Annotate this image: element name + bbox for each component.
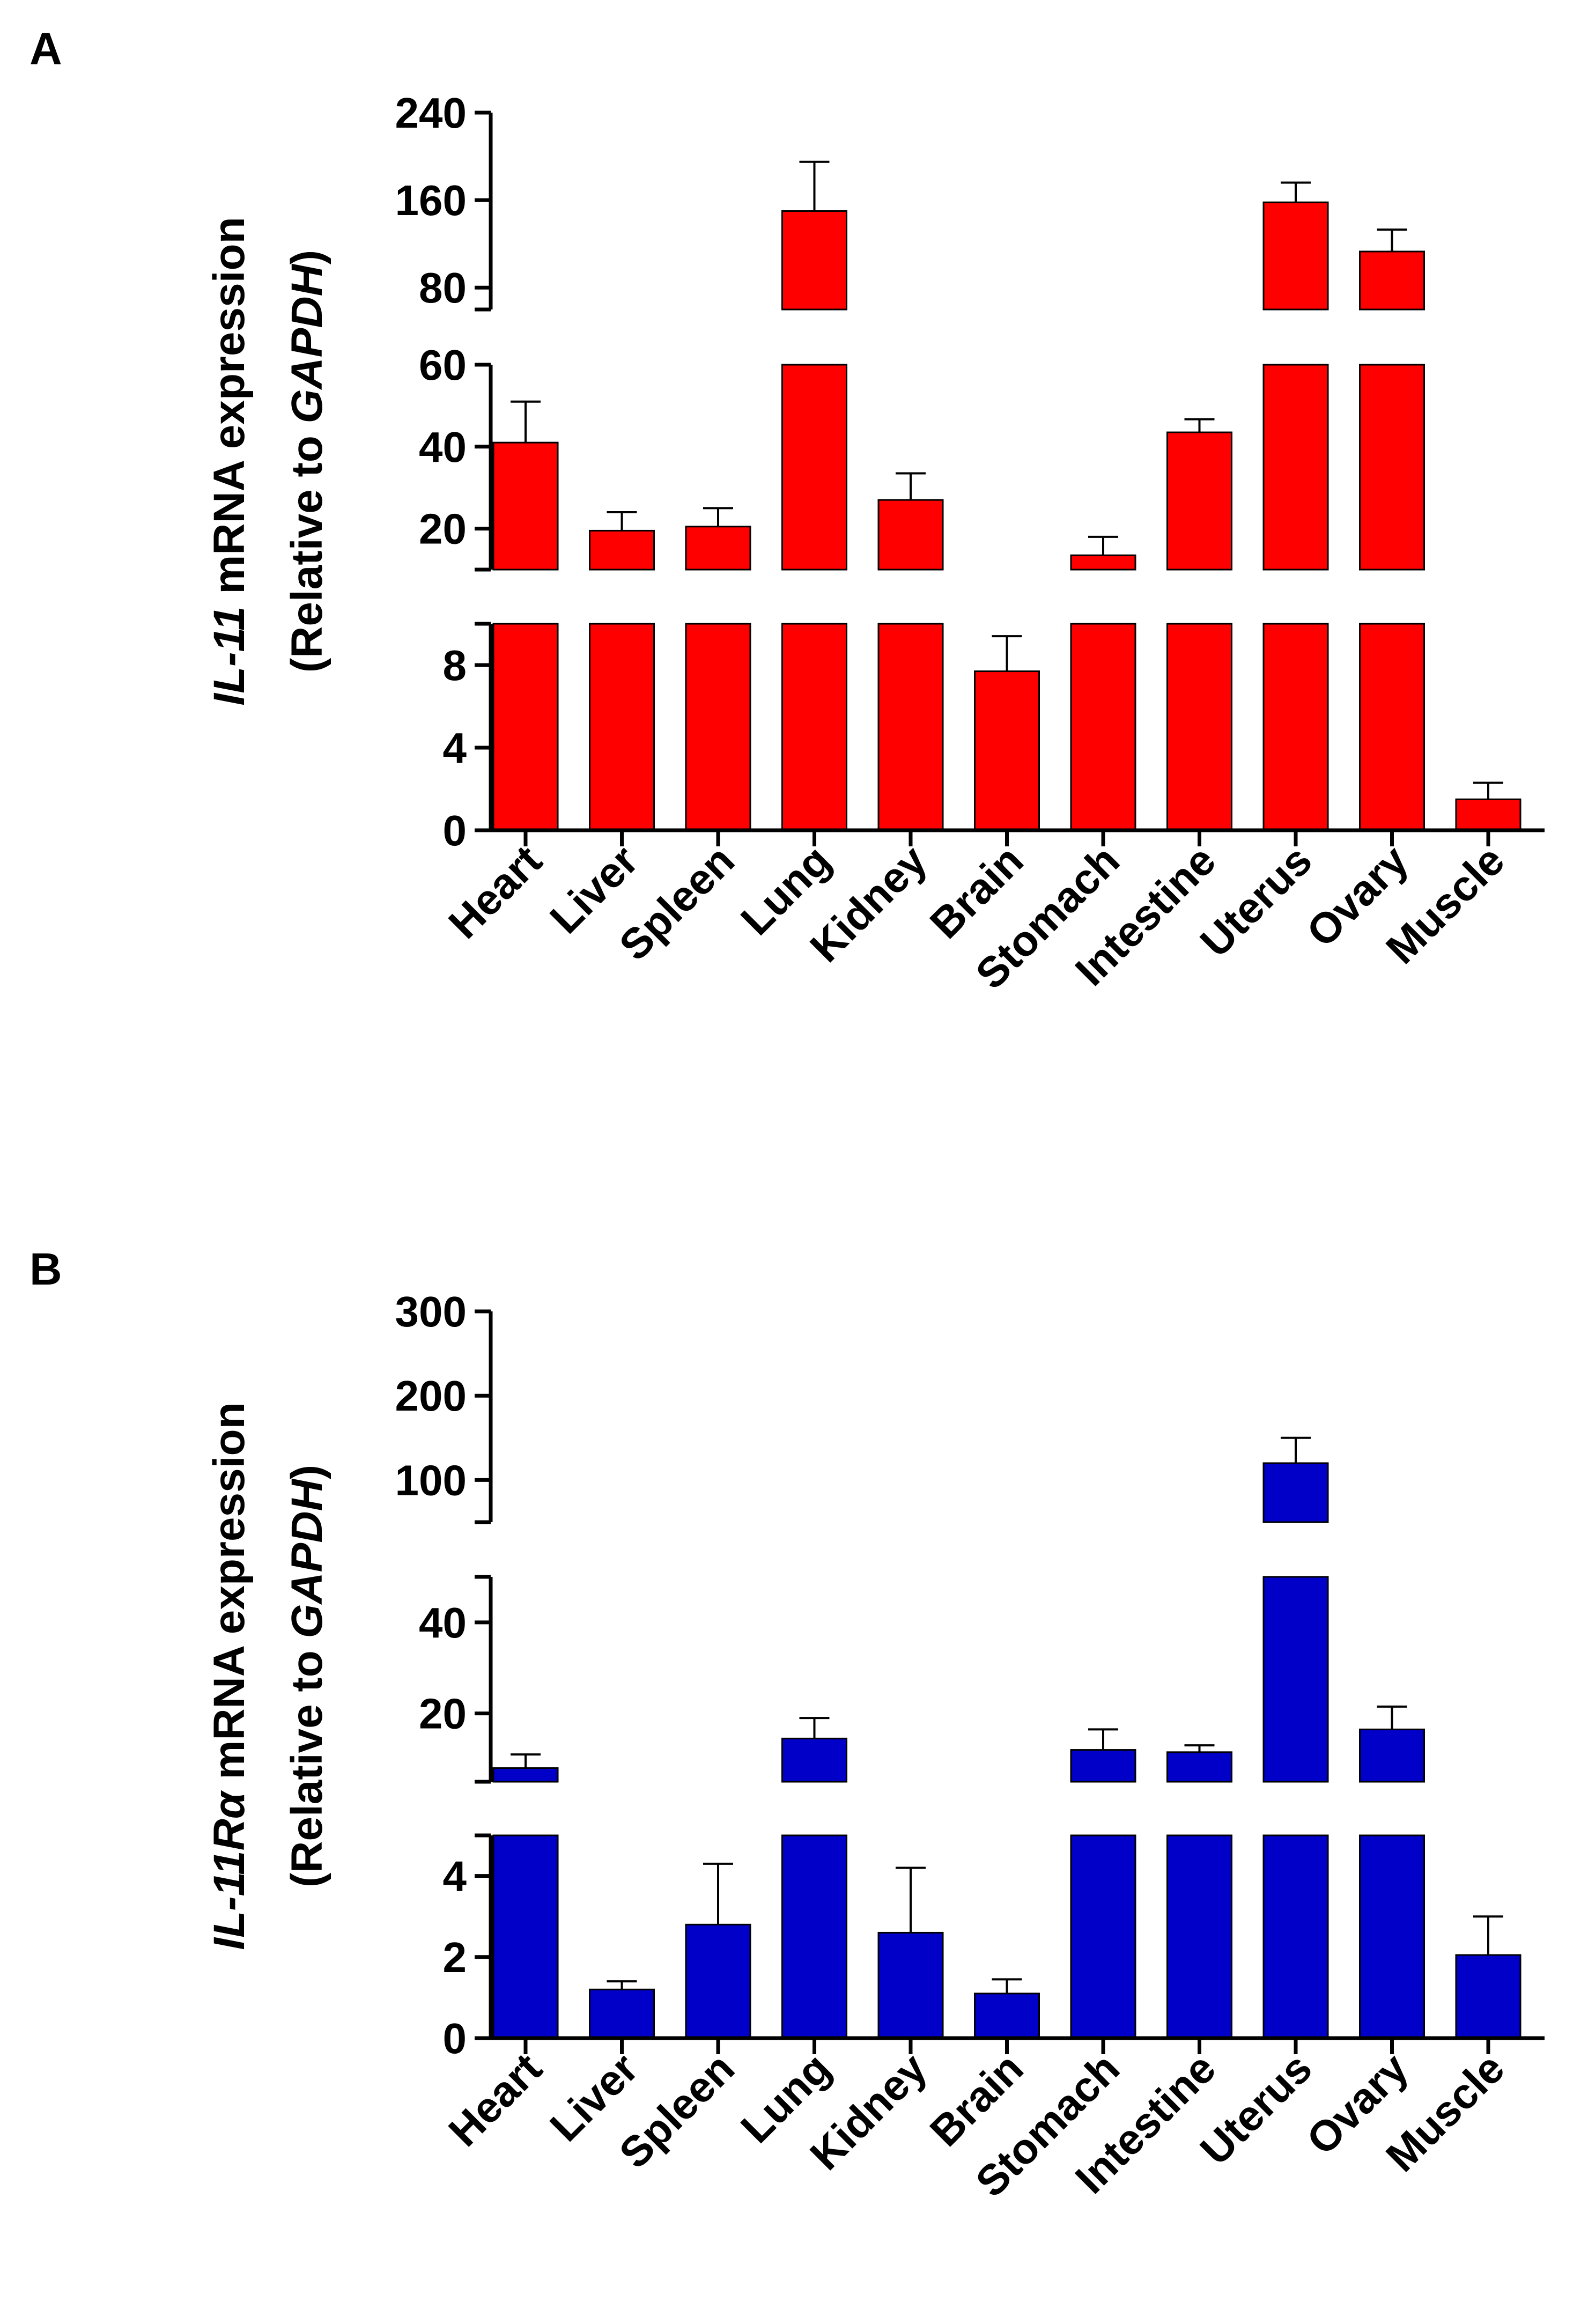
bar-a-kidney-seg1: [877, 499, 944, 571]
y-tick-label-a-8: 8: [443, 641, 467, 689]
y-tick-label-a-240: 240: [395, 89, 467, 137]
bar-a-uterus-seg2: [1262, 201, 1329, 311]
bar-a-intestine: [1166, 623, 1232, 831]
y-axis-label-a-line2-part2: ): [283, 250, 331, 264]
y-tick-label-b-300: 300: [395, 1288, 467, 1336]
bar-b-lung-seg1: [781, 1737, 847, 1783]
y-axis-label-b-line1-part1: mRNA expression: [205, 1402, 254, 1791]
bar-b-stomach: [1070, 1834, 1136, 2039]
x-tick-label-a-uterus: Uterus: [1191, 836, 1321, 966]
bar-a-ovary: [1359, 623, 1425, 831]
bar-b-intestine: [1166, 1834, 1232, 2039]
y-axis-label-b-line1: IL-11Rα mRNA expression: [205, 1402, 254, 1950]
bar-a-intestine-seg1: [1166, 431, 1232, 571]
y-axis-label-b-line2-part0: (Relative to: [283, 1638, 331, 1887]
y-axis-label-a-line1: IL-11 mRNA expression: [205, 217, 254, 705]
bar-b-kidney: [877, 1931, 944, 2039]
y-axis-label-a-line2: (Relative to GAPDH): [283, 250, 331, 673]
y-tick-label-a-60: 60: [419, 341, 467, 389]
y-axis-label-a-line2-part0: (Relative to: [283, 423, 331, 673]
chart-panel-a: 04820406080160240HeartLiverSpleenLungKid…: [205, 89, 1545, 998]
bar-a-uterus-seg1: [1262, 364, 1329, 571]
bar-b-ovary: [1359, 1834, 1425, 2039]
bar-b-stomach-seg1: [1070, 1749, 1136, 1783]
bar-b-lung: [781, 1834, 847, 2039]
bar-b-heart-seg1: [492, 1767, 559, 1783]
bar-b-uterus-seg2: [1262, 1462, 1329, 1523]
y-tick-label-b-2: 2: [443, 1934, 467, 1981]
bar-a-heart-seg1: [492, 441, 559, 571]
y-axis-label-b-line2-part2: ): [283, 1465, 331, 1479]
panel-label-a: A: [29, 24, 62, 74]
bar-a-heart: [492, 623, 559, 831]
y-axis-label-b-line1-part0: IL-11Rα: [205, 1790, 254, 1950]
bar-b-intestine-seg1: [1166, 1751, 1232, 1783]
y-tick-label-a-80: 80: [419, 264, 467, 312]
y-tick-label-b-0: 0: [443, 2015, 467, 2062]
y-axis-label-a-line1-part1: mRNA expression: [205, 217, 254, 606]
y-tick-label-a-0: 0: [443, 807, 467, 854]
y-axis-label-a-line1-part0: IL-11: [205, 606, 254, 705]
bar-a-lung-seg2: [781, 210, 847, 311]
bar-a-stomach: [1070, 623, 1136, 831]
bar-a-brain: [974, 670, 1040, 831]
bar-b-spleen: [685, 1923, 751, 2039]
bar-b-liver: [589, 1988, 655, 2039]
y-tick-label-a-20: 20: [419, 505, 467, 553]
bar-b-heart: [492, 1834, 559, 2039]
bar-a-ovary-seg2: [1359, 250, 1425, 311]
y-tick-label-a-40: 40: [419, 423, 467, 471]
bar-a-lung-seg1: [781, 364, 847, 571]
y-axis-label-b-line2-part1: GAPDH: [283, 1478, 331, 1638]
y-tick-label-b-200: 200: [395, 1372, 467, 1420]
y-axis-label-a-line2-part1: GAPDH: [283, 263, 331, 423]
bar-a-muscle: [1455, 798, 1521, 831]
x-tick-label-b-uterus: Uterus: [1191, 2044, 1321, 2174]
bar-b-uterus: [1262, 1834, 1329, 2039]
bar-a-liver: [589, 623, 655, 831]
y-tick-label-a-4: 4: [443, 724, 467, 772]
bar-a-ovary-seg1: [1359, 364, 1425, 571]
panel-label-b: B: [29, 1244, 62, 1294]
bar-b-muscle: [1455, 1954, 1521, 2039]
y-tick-label-b-20: 20: [419, 1690, 467, 1738]
bar-a-spleen: [685, 623, 751, 831]
chart-panel-b: 0242040100200300HeartLiverSpleenLungKidn…: [205, 1288, 1545, 2206]
bar-b-uterus-seg1: [1262, 1576, 1329, 1783]
y-axis-label-b-line2: (Relative to GAPDH): [283, 1465, 331, 1887]
y-tick-label-b-40: 40: [419, 1599, 467, 1647]
y-tick-label-b-4: 4: [443, 1853, 467, 1900]
bar-a-uterus: [1262, 623, 1329, 831]
bar-b-ovary-seg1: [1359, 1728, 1425, 1783]
y-tick-label-b-100: 100: [395, 1456, 467, 1504]
bar-a-spleen-seg1: [685, 526, 751, 571]
bar-b-brain: [974, 1993, 1040, 2039]
bar-a-lung: [781, 623, 847, 831]
bar-a-liver-seg1: [589, 529, 655, 571]
bar-a-kidney: [877, 623, 944, 831]
bar-a-stomach-seg1: [1070, 554, 1136, 571]
y-tick-label-a-160: 160: [395, 176, 467, 224]
